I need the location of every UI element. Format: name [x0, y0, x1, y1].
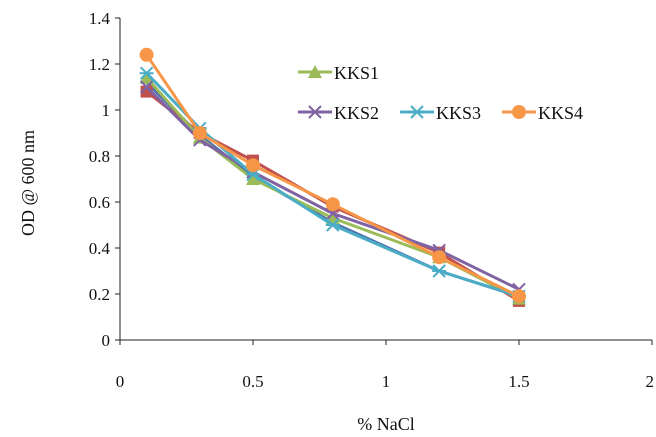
- legend-item: KKS2: [298, 103, 379, 123]
- x-tick-label: 1.5: [508, 372, 529, 391]
- legend-label: KKS1: [334, 63, 379, 83]
- x-tick-label: 0: [116, 372, 125, 391]
- legend-item: KKS3: [400, 103, 481, 123]
- y-tick-label: 0.4: [89, 239, 111, 258]
- series-line: [145, 53, 520, 298]
- data-point-star: [410, 105, 424, 119]
- series: [139, 47, 526, 307]
- data-point-circle: [325, 197, 340, 212]
- data-point-star: [139, 66, 154, 80]
- y-tick-label: 0.2: [89, 285, 110, 304]
- y-tick-label: 0.8: [89, 147, 110, 166]
- legend: KKS1 KKS2 KKS3 KKS4: [298, 63, 583, 123]
- legend-item: KKS4: [502, 103, 583, 123]
- y-tick-label: 1.4: [89, 9, 111, 28]
- legend-label: KKS3: [436, 103, 481, 123]
- data-point-circle: [432, 250, 447, 265]
- data-point-circle: [192, 126, 207, 140]
- y-tick-label: 1: [102, 101, 111, 120]
- ticks: 0 0.2 0.4 0.6 0.8 1 1.2 1.4 0 0.5 1 1.5 2: [89, 9, 654, 391]
- data-point-circle: [512, 105, 526, 119]
- series-line: [145, 85, 520, 291]
- data-point-star: [325, 218, 340, 232]
- legend-label: KKS2: [334, 103, 379, 123]
- x-tick-label: 2: [646, 372, 655, 391]
- series: [139, 47, 526, 304]
- x-tick-label: 0.5: [242, 372, 263, 391]
- data-point-x: [139, 80, 154, 94]
- y-tick-label: 1.2: [89, 55, 110, 74]
- data-point-triangle: [308, 65, 322, 78]
- x-axis-title: % NaCl: [357, 414, 415, 434]
- data-point-circle: [512, 289, 526, 304]
- data-point-circle: [246, 158, 260, 173]
- y-tick-label: 0: [102, 331, 111, 350]
- data-point-circle: [139, 47, 154, 62]
- legend-label: KKS4: [538, 103, 583, 123]
- data-point-triangle: [246, 172, 260, 185]
- data-point-x: [308, 105, 322, 119]
- y-axis-title: OD @ 600 nm: [18, 130, 38, 236]
- data-point-triangle: [139, 70, 154, 84]
- legend-item: KKS1: [298, 63, 379, 83]
- x-tick-label: 1: [382, 372, 391, 391]
- y-tick-label: 0.6: [89, 193, 110, 212]
- axes: [119, 18, 652, 341]
- data-point-star: [432, 264, 447, 278]
